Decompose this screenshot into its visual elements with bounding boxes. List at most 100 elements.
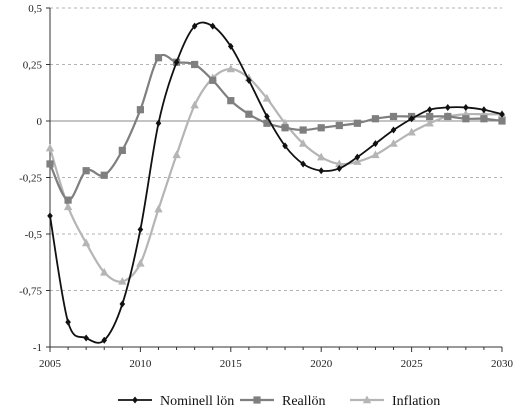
data-point xyxy=(389,112,398,121)
series-reall-n xyxy=(46,53,506,204)
data-point xyxy=(353,157,362,165)
data-point xyxy=(137,225,144,233)
data-point xyxy=(498,117,506,125)
data-point xyxy=(154,204,163,213)
data-point xyxy=(318,167,324,175)
data-point xyxy=(172,150,181,159)
x-tick-label: 2025 xyxy=(401,358,424,370)
y-tick-label: -0,25 xyxy=(19,173,42,185)
data-point xyxy=(426,112,434,121)
series-layer xyxy=(45,21,507,344)
data-point xyxy=(481,106,487,114)
x-axis-ticks: 2005 2010 2015 2020 2025 2030 xyxy=(39,347,514,370)
y-tick-label: -0,5 xyxy=(25,229,43,241)
data-point xyxy=(136,258,145,267)
data-point xyxy=(299,126,307,134)
data-point xyxy=(335,159,344,168)
y-tick-label: 0,5 xyxy=(28,3,42,15)
x-tick-label: 2015 xyxy=(220,358,243,370)
data-point xyxy=(81,238,91,247)
data-point xyxy=(226,64,235,73)
data-point xyxy=(262,93,272,102)
data-point xyxy=(155,119,162,127)
y-tick-label: -0,75 xyxy=(19,286,42,298)
data-point xyxy=(118,146,126,154)
data-point xyxy=(444,112,452,121)
data-point xyxy=(173,58,180,66)
data-point xyxy=(408,115,415,123)
data-point xyxy=(335,121,343,130)
data-point xyxy=(390,126,397,134)
data-point xyxy=(444,103,451,111)
data-point xyxy=(354,153,361,161)
data-point xyxy=(317,124,325,132)
data-point xyxy=(209,22,216,30)
legend: Nominell lön Reallön Inflation xyxy=(118,394,440,409)
data-point xyxy=(282,142,288,150)
series-line-inflation xyxy=(48,67,502,283)
data-point xyxy=(209,76,217,84)
legend-label: Inflation xyxy=(392,394,440,409)
data-point xyxy=(82,167,90,175)
data-point xyxy=(65,318,71,326)
data-point xyxy=(45,143,55,152)
data-point xyxy=(317,152,326,161)
legend-swatch-marker xyxy=(253,396,261,404)
data-point xyxy=(246,76,252,84)
data-point xyxy=(118,276,127,285)
data-point xyxy=(298,139,308,147)
legend-label: Reallön xyxy=(282,394,326,409)
x-tick-label: 2030 xyxy=(491,358,514,370)
data-point xyxy=(425,118,434,127)
x-tick-label: 2005 xyxy=(39,358,62,370)
data-point xyxy=(227,97,235,105)
legend-item-nominell-l-n: Nominell lön xyxy=(118,394,234,409)
data-point xyxy=(281,124,289,132)
series-nominell-l-n xyxy=(47,21,505,344)
data-point xyxy=(371,150,380,159)
data-point xyxy=(462,115,470,123)
legend-swatch-marker xyxy=(362,395,372,404)
data-point xyxy=(136,106,144,114)
data-point xyxy=(480,115,488,123)
data-point xyxy=(100,267,109,276)
data-point xyxy=(264,112,270,120)
data-point xyxy=(263,119,271,127)
data-point xyxy=(47,212,53,220)
grid-lines xyxy=(50,7,502,291)
data-point xyxy=(372,140,379,148)
y-tick-label: 0,25 xyxy=(23,60,43,72)
data-point xyxy=(154,54,163,62)
data-point xyxy=(101,336,108,344)
data-point xyxy=(228,42,234,50)
data-point xyxy=(190,100,199,109)
data-point xyxy=(64,196,72,204)
data-point xyxy=(63,202,73,211)
data-point xyxy=(371,115,380,123)
data-point xyxy=(119,300,126,308)
series-line-nominell-l-n xyxy=(49,21,503,344)
data-point xyxy=(353,119,361,127)
y-axis-ticks: 0,5 0,25 0 -0,25 -0,5 -0,75 -1 xyxy=(19,3,50,354)
data-point xyxy=(83,334,89,342)
data-point xyxy=(407,127,416,136)
data-point xyxy=(463,103,469,111)
data-point xyxy=(245,110,253,118)
data-point xyxy=(300,160,306,168)
data-point xyxy=(499,110,505,118)
legend-item-inflation: Inflation xyxy=(350,394,440,409)
series-line-reall-n xyxy=(48,53,503,202)
x-tick-label: 2010 xyxy=(129,358,152,370)
legend-swatch-marker xyxy=(132,396,138,404)
data-point xyxy=(46,160,54,168)
data-point xyxy=(336,164,343,172)
data-point xyxy=(389,139,398,147)
data-point xyxy=(100,171,108,179)
x-tick-label: 2020 xyxy=(310,358,333,370)
y-tick-label: 0 xyxy=(37,116,43,128)
data-point xyxy=(191,22,198,30)
legend-label: Nominell lön xyxy=(160,394,234,409)
legend-item-reall-n: Reallön xyxy=(240,394,326,409)
series-inflation xyxy=(45,64,507,285)
